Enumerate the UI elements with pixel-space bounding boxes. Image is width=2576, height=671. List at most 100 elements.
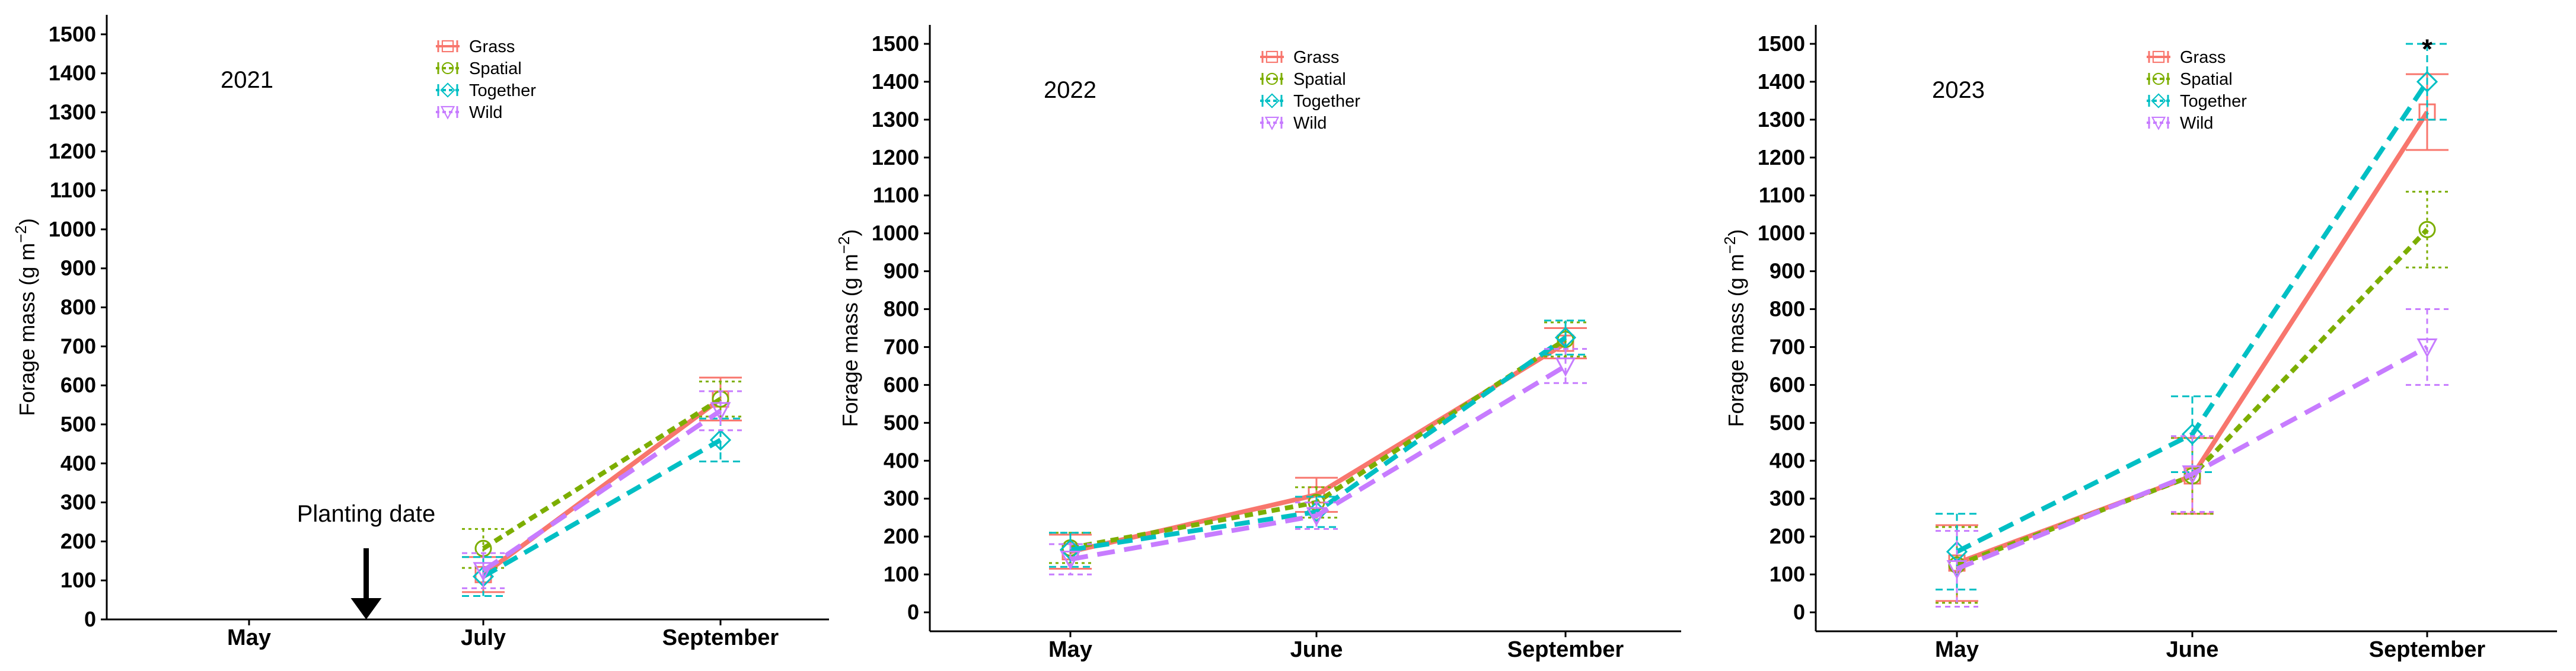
- data-point: [2181, 423, 2204, 445]
- legend-label: Spatial: [469, 59, 522, 78]
- y-tick-label: 1300: [1758, 107, 1805, 132]
- y-tick-label: 600: [884, 372, 919, 397]
- data-point: [2182, 465, 2203, 485]
- legend: Grass Spatial Together Wild: [2147, 48, 2247, 133]
- x-tick-label: May: [1935, 637, 1979, 662]
- legend-item-spatial: Spatial: [436, 59, 522, 78]
- data-point: [1555, 357, 1576, 377]
- annotation-text: Planting date: [297, 501, 436, 527]
- y-tick-label: 1500: [872, 31, 919, 56]
- legend-item-spatial: Spatial: [1260, 70, 1346, 89]
- error-bar: [1936, 530, 1978, 608]
- y-tick-label: 900: [884, 259, 919, 283]
- error-bar: [462, 552, 505, 589]
- y-tick-label: 700: [884, 334, 919, 359]
- error-bar: [2406, 308, 2449, 386]
- legend-key-diamond-icon: [440, 82, 455, 98]
- error-bar: [1049, 543, 1092, 576]
- y-tick-label: 600: [1770, 372, 1805, 397]
- legend-key-square-icon: [2152, 50, 2165, 63]
- series-wild: [462, 390, 742, 589]
- y-tick-label: 900: [60, 256, 96, 280]
- legend-key-triangle-down-icon: [1264, 116, 1280, 130]
- panel-year-label: 2023: [1932, 77, 1985, 103]
- series-grass: [1936, 73, 2449, 602]
- y-tick-label: 1300: [872, 107, 919, 132]
- data-point: [1059, 539, 1082, 561]
- error-bar: [699, 417, 742, 462]
- series-together: [1049, 319, 1587, 568]
- y-tick-label: 0: [84, 607, 96, 631]
- legend-key-square-icon: [441, 40, 454, 53]
- x-tick-label: June: [1290, 637, 1343, 662]
- series-line: [482, 397, 722, 577]
- series-together: [462, 417, 742, 597]
- series-line: [1070, 364, 1567, 562]
- y-tick-label: 100: [1770, 562, 1805, 586]
- error-bar: [2171, 435, 2214, 513]
- y-tick-label: 1500: [49, 22, 96, 46]
- y-tick-label: 200: [60, 529, 96, 553]
- legend-item-together: Together: [2147, 92, 2247, 111]
- x-tick-label: May: [227, 625, 271, 650]
- legend-item-together: Together: [436, 81, 536, 100]
- y-tick-label: 0: [907, 600, 919, 624]
- y-axis-label: Forage mass (g m−2): [835, 229, 862, 427]
- y-axis-label: Forage mass (g m−2): [1721, 229, 1748, 427]
- data-point: [709, 429, 732, 451]
- error-bar: [699, 381, 742, 418]
- x-tick-label: September: [662, 625, 779, 650]
- legend-label: Wild: [2180, 114, 2213, 133]
- y-tick-label: 800: [60, 295, 96, 319]
- y-tick-label: 1100: [873, 183, 919, 207]
- y-tick-label: 900: [1770, 259, 1805, 283]
- y-tick-label: 1100: [1759, 183, 1805, 207]
- y-tick-label: 600: [60, 373, 96, 397]
- y-tick-label: 1000: [1758, 221, 1805, 245]
- significance-marker: *: [2422, 33, 2432, 64]
- x-tick-label: May: [1048, 637, 1092, 662]
- y-tick-label: 500: [884, 410, 919, 434]
- data-point: [1946, 560, 1968, 580]
- y-tick-label: 100: [884, 562, 919, 586]
- legend-label: Grass: [1293, 48, 1339, 67]
- legend-label: Together: [469, 81, 536, 100]
- y-tick-label: 700: [1770, 334, 1805, 359]
- legend-item-wild: Wild: [1260, 114, 1327, 133]
- y-tick-label: 1000: [49, 217, 96, 241]
- series-line: [482, 437, 722, 579]
- y-tick-label: 500: [60, 412, 96, 436]
- legend-key-circle-icon: [441, 62, 454, 75]
- series-wild: [1049, 348, 1587, 576]
- y-tick-label: 500: [1770, 410, 1805, 434]
- legend-key-diamond-icon: [2151, 93, 2166, 108]
- series-line: [482, 397, 722, 551]
- y-tick-label: 1200: [1758, 145, 1805, 170]
- x-tick-label: July: [461, 625, 506, 650]
- legend-label: Spatial: [1293, 70, 1346, 89]
- y-tick-label: 1100: [50, 178, 96, 202]
- x-tick-label: June: [2166, 637, 2219, 662]
- error-bar: [1049, 532, 1092, 568]
- y-tick-label: 1300: [49, 100, 96, 124]
- data-point: [1060, 551, 1081, 570]
- data-point: [2418, 221, 2436, 238]
- legend-key-triangle-down-icon: [2151, 116, 2166, 130]
- y-tick-label: 200: [1770, 524, 1805, 548]
- y-tick-label: 400: [1770, 448, 1805, 472]
- series-spatial: [462, 381, 742, 569]
- data-point: [2416, 338, 2438, 358]
- legend-item-grass: Grass: [436, 37, 515, 56]
- legend-item-together: Together: [1260, 92, 1360, 111]
- y-tick-label: 200: [884, 524, 919, 548]
- panel-year-label: 2022: [1044, 77, 1096, 103]
- error-bar: [2406, 43, 2449, 121]
- y-tick-label: 0: [1793, 600, 1805, 624]
- data-point: [1554, 327, 1577, 349]
- series-grass: [1049, 327, 1587, 570]
- y-tick-label: 1000: [872, 221, 919, 245]
- y-tick-label: 800: [884, 297, 919, 321]
- error-bar: [1544, 348, 1587, 384]
- chart-panel-2023: 0 100 200 300 400 500 600 700 800 900 1000 1100 1200…: [1721, 25, 2557, 662]
